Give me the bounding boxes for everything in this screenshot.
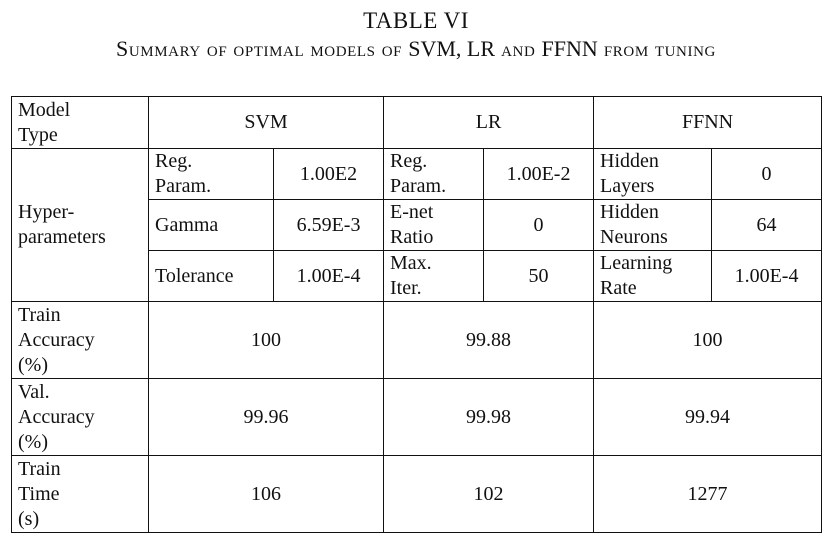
hyperparameter-row-2: Gamma 6.59E-3 E-net Ratio 0 Hidden Neuro…: [12, 199, 823, 251]
lr-param-name: Max. Iter.: [383, 250, 485, 302]
lr-param-name: E-net Ratio: [383, 199, 485, 251]
ffnn-metric-value: 99.94: [593, 378, 823, 456]
svm-metric-value: 100: [147, 301, 385, 379]
val-accuracy-row: Val. Accuracy (%) 99.96 99.98 99.94: [11, 378, 823, 456]
hyperparameter-row-1: Hyper- parameters Reg. Param. 1.00E2 Reg…: [11, 148, 823, 302]
svm-param-name: Gamma: [148, 199, 274, 251]
ffnn-param-value: 64: [711, 199, 823, 251]
caption-part-2: SVM, LR: [408, 36, 495, 61]
svm-metric-value: 106: [147, 455, 385, 533]
metric-label: Train Accuracy (%): [11, 301, 149, 379]
train-accuracy-row: Train Accuracy (%) 100 99.88 100: [11, 301, 823, 379]
metric-label: Train Time (s): [11, 455, 149, 533]
table-number: TABLE VI: [363, 8, 469, 33]
lr-metric-value: 99.98: [383, 378, 595, 456]
ffnn-header: FFNN: [593, 96, 823, 149]
svm-param-value: 1.00E2: [272, 148, 385, 200]
svm-param-value: 6.59E-3: [272, 199, 385, 251]
lr-param-value: 50: [483, 250, 595, 302]
metric-label: Val. Accuracy (%): [11, 378, 149, 456]
lr-metric-value: 102: [383, 455, 595, 533]
caption-part-5: from tuning: [597, 36, 716, 61]
ffnn-metric-value: 100: [593, 301, 823, 379]
model-type-header: Model Type: [11, 96, 149, 149]
ffnn-param-value: 1.00E-4: [711, 250, 823, 302]
caption-part-1: Summary of optimal models of: [116, 36, 409, 61]
svm-param-value: 1.00E-4: [272, 250, 385, 302]
ffnn-param-value: 0: [711, 148, 823, 200]
optimal-models-table: Model Type SVM LR FFNN Hyper- parameters…: [11, 96, 823, 533]
ffnn-param-name: Hidden Layers: [593, 148, 713, 200]
svm-header: SVM: [147, 96, 385, 149]
ffnn-param-name: Learning Rate: [593, 250, 713, 302]
lr-header: LR: [383, 96, 595, 149]
ffnn-metric-value: 1277: [593, 455, 823, 533]
svm-param-name: Tolerance: [148, 250, 274, 302]
svm-metric-value: 99.96: [147, 378, 385, 456]
lr-param-name: Reg. Param.: [383, 148, 485, 200]
caption-part-4: FFNN: [541, 36, 598, 61]
lr-metric-value: 99.88: [383, 301, 595, 379]
train-time-row: Train Time (s) 106 102 1277: [11, 455, 823, 533]
hyperparameters-label: Hyper- parameters: [11, 148, 149, 302]
ffnn-param-name: Hidden Neurons: [593, 199, 713, 251]
table-caption: Summary of optimal models of SVM, LR and…: [0, 36, 832, 62]
caption-part-3: and: [495, 36, 542, 61]
svm-param-name: Reg. Param.: [148, 148, 274, 200]
lr-param-value: 0: [483, 199, 595, 251]
header-row: Model Type SVM LR FFNN: [11, 96, 823, 149]
lr-param-value: 1.00E-2: [483, 148, 595, 200]
